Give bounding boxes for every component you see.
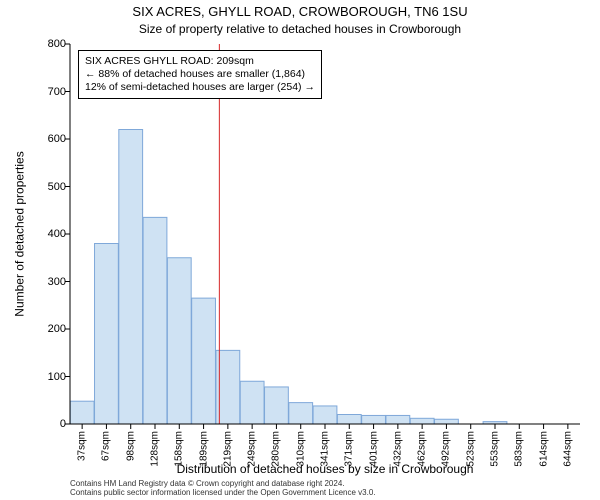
annotation-line-1: SIX ACRES GHYLL ROAD: 209sqm (85, 55, 315, 68)
copyright-notice: Contains HM Land Registry data © Crown c… (70, 480, 580, 498)
plot-area (70, 44, 580, 424)
y-tick-label: 200 (36, 323, 66, 335)
annotation-line-2: ← 88% of detached houses are smaller (1,… (85, 68, 315, 81)
chart-title-main: SIX ACRES, GHYLL ROAD, CROWBOROUGH, TN6 … (0, 4, 600, 19)
y-tick-label: 300 (36, 276, 66, 288)
y-tick-label: 400 (36, 228, 66, 240)
y-tick-label: 0 (36, 418, 66, 430)
y-tick-label: 100 (36, 371, 66, 383)
chart-title-sub: Size of property relative to detached ho… (0, 22, 600, 36)
x-tick-label: 67sqm (101, 431, 112, 461)
y-tick-label: 800 (36, 38, 66, 50)
y-tick-label: 700 (36, 86, 66, 98)
x-tick-label: 98sqm (125, 431, 136, 461)
x-axis-label: Distribution of detached houses by size … (70, 462, 580, 476)
y-tick-label: 500 (36, 181, 66, 193)
figure-container: SIX ACRES, GHYLL ROAD, CROWBOROUGH, TN6 … (0, 0, 600, 500)
y-axis-label: Number of detached properties (12, 44, 28, 424)
annotation-box: SIX ACRES GHYLL ROAD: 209sqm ← 88% of de… (78, 50, 322, 99)
annotation-line-3: 12% of semi-detached houses are larger (… (85, 81, 315, 94)
copyright-line-2: Contains public sector information licen… (70, 489, 580, 498)
y-tick-label: 600 (36, 133, 66, 145)
x-tick-label: 37sqm (77, 431, 88, 461)
plot-svg (70, 44, 580, 424)
